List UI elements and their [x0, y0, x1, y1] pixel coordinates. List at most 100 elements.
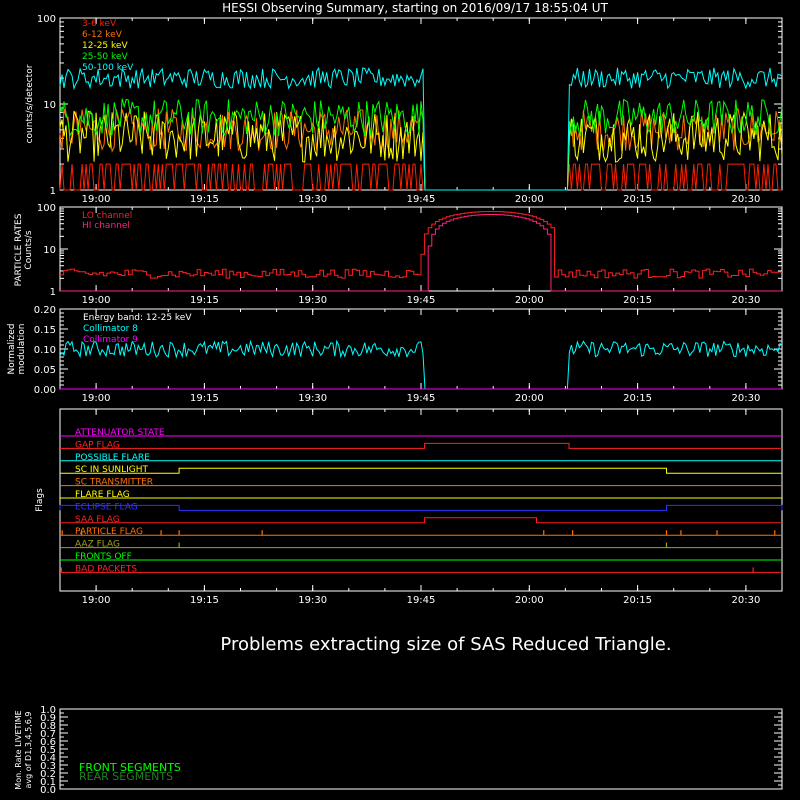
- flag-label: SAA FLAG: [75, 515, 120, 525]
- y-tick-label: 0.05: [34, 365, 56, 376]
- flag-label: BAD PACKETS: [75, 564, 137, 574]
- x-tick-label: 19:30: [298, 393, 327, 404]
- count-rates-ylabel: counts/s/detector: [25, 64, 35, 143]
- livetime-ylabel-line1: Mon. Rate LIVETIME: [14, 710, 23, 789]
- y-tick-label: 0.9: [40, 713, 56, 724]
- figure-title: HESSI Observing Summary, starting on 201…: [222, 1, 608, 15]
- y-tick-label: 1: [50, 186, 56, 197]
- x-tick-label: 19:15: [190, 393, 219, 404]
- x-tick-label: 20:30: [731, 295, 760, 306]
- flag-label: SC TRANSMITTER: [75, 478, 153, 488]
- flag-line: [60, 467, 782, 474]
- x-tick-label: 20:30: [731, 194, 760, 205]
- x-tick-label: 19:30: [298, 595, 327, 606]
- y-tick-label: 0.2: [40, 769, 56, 780]
- particle-rates-ylabel-line1: PARTICLE RATES: [14, 213, 24, 286]
- flag-line: [60, 517, 782, 524]
- y-tick-label: 10: [43, 245, 56, 256]
- x-tick-label: 19:15: [190, 295, 219, 306]
- flag-label: AAZ FLAG: [75, 540, 120, 550]
- error-message: Problems extracting size of SAS Reduced …: [220, 634, 671, 655]
- x-tick-label: 19:30: [298, 295, 327, 306]
- flag-label: FLARE FLAG: [75, 490, 130, 500]
- x-tick-label: 20:00: [515, 295, 544, 306]
- y-tick-label: 1.0: [40, 705, 56, 716]
- x-tick-label: 20:15: [623, 595, 652, 606]
- modulation-annotation: Energy band: 12-25 keV: [83, 313, 192, 323]
- flag-line: [60, 442, 782, 449]
- x-tick-label: 19:45: [407, 393, 436, 404]
- series-line-4: [59, 66, 783, 191]
- flags-xticks: 19:00 19:15 19:30 19:45 20:00 20:15 20:30: [59, 409, 783, 606]
- collimator-8-line: [59, 339, 783, 390]
- x-tick-label: 20:00: [515, 393, 544, 404]
- particle-rates-panel: PARTICLE RATES Counts/s 1 10 100 19:00 19:1…: [14, 203, 783, 306]
- y-tick-label: 0.20: [34, 305, 56, 316]
- legend-entry: 3-6 keV: [82, 19, 117, 29]
- x-tick-label: 19:45: [407, 194, 436, 205]
- legend-entry: 6-12 keV: [82, 30, 123, 40]
- flags-ylabel: Flags: [35, 488, 45, 512]
- x-tick-label: 19:00: [82, 595, 111, 606]
- y-tick-label: 0.7: [40, 729, 56, 740]
- lo-channel-line: [60, 211, 782, 279]
- x-tick-label: 19:15: [190, 595, 219, 606]
- modulation-panel: Normalized modulation 0.00 0.05 0.10 0.15 0.…: [7, 305, 783, 404]
- x-tick-label: 20:15: [623, 393, 652, 404]
- y-tick-label: 100: [37, 203, 56, 214]
- series-line-1: [59, 106, 783, 191]
- flag-label: GAP FLAG: [75, 440, 120, 450]
- legend-entry: 50-100 keV: [82, 63, 134, 73]
- modulation-ylabel-line1: Normalized: [7, 323, 17, 374]
- legend-entry: Collimator 8: [83, 324, 138, 334]
- flag-label: ECLIPSE FLAG: [75, 502, 138, 512]
- x-tick-label: 19:45: [407, 595, 436, 606]
- y-tick-label: 0.15: [34, 325, 56, 336]
- flag-line: [59, 504, 783, 511]
- particle-rates-xticks: 19:00 19:15 19:30 19:45 20:00 20:15 20:30: [59, 207, 783, 306]
- legend-entry: Collimator 9: [83, 335, 138, 345]
- flags-lines: ATTENUATOR STATE GAP FLAG POSSIBLE FLARE SC…: [59, 428, 783, 574]
- series-line-3: [59, 98, 783, 191]
- livetime-ylabel-line2: avg of D1,3,4,5,6,9: [24, 712, 33, 789]
- livetime-yticks: 0.00.10.20.30.40.50.60.70.80.91.0: [40, 705, 782, 796]
- count-rates-panel: counts/s/detector 1 10 100 19:00 19:15 19:30…: [25, 14, 783, 205]
- flags-panel: Flags 19:00 19:15 19:30 19:45 20:00 20:15 20:3…: [35, 408, 783, 606]
- x-tick-label: 20:00: [515, 194, 544, 205]
- legend-entry: 25-50 keV: [82, 52, 128, 62]
- legend-entry: LO channel: [82, 211, 132, 221]
- x-tick-label: 20:30: [731, 393, 760, 404]
- flag-label: PARTICLE FLAG: [75, 527, 143, 537]
- particle-rates-ylabel-line2: Counts/s: [24, 230, 34, 269]
- y-tick-label: 10: [43, 100, 56, 111]
- y-tick-label: 0.10: [34, 345, 56, 356]
- legend-entry: FRONT SEGMENTS: [79, 761, 181, 774]
- modulation-series: [59, 339, 783, 390]
- flag-label: FRONTS OFF: [75, 552, 132, 562]
- y-tick-label: 0.4: [40, 753, 56, 764]
- particle-rates-yticks: 1 10 100: [37, 203, 782, 298]
- legend-entry: 12-25 keV: [82, 41, 128, 51]
- legend-entry: HI channel: [82, 221, 130, 231]
- x-tick-label: 20:15: [623, 194, 652, 205]
- y-tick-label: 0.3: [40, 761, 56, 772]
- modulation-xticks: 19:00 19:15 19:30 19:45 20:00 20:15 20:30: [59, 309, 783, 404]
- y-tick-label: 0.5: [40, 745, 56, 756]
- count-rates-series: [59, 66, 783, 191]
- x-tick-label: 19:45: [407, 295, 436, 306]
- x-tick-label: 19:00: [82, 393, 111, 404]
- x-tick-label: 19:00: [82, 194, 111, 205]
- y-tick-label: 0.1: [40, 777, 56, 788]
- x-tick-label: 20:00: [515, 595, 544, 606]
- series-line-2: [59, 110, 783, 191]
- flag-label: SC IN SUNLIGHT: [75, 465, 149, 475]
- x-tick-label: 19:15: [190, 194, 219, 205]
- y-tick-label: 0.00: [34, 385, 56, 396]
- y-tick-label: 0.0: [40, 785, 56, 796]
- legend-entry: REAR SEGMENTS: [79, 770, 173, 783]
- flag-label: ATTENUATOR STATE: [75, 428, 165, 438]
